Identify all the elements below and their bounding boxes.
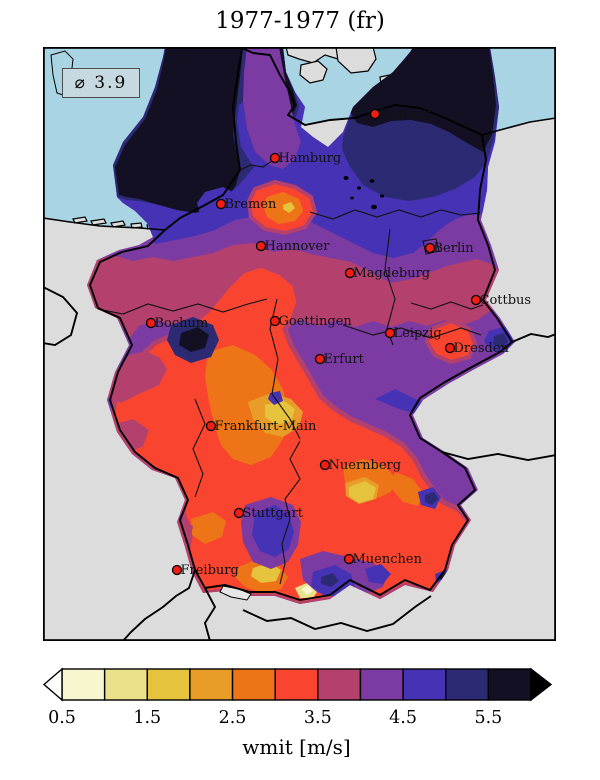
coastlines [43,117,556,231]
germany-border [88,47,514,601]
city-dot [205,420,217,432]
city-label: Freiburg [181,563,239,578]
colorbar-segment [402,668,447,701]
colorbar-tick: 4.5 [389,708,417,728]
city-markers: Rostock Hamburg Bremen Hannover BerlinMagdeb… [145,107,532,578]
colorbar-segment [487,668,532,701]
city-dot [424,242,436,254]
city-dot [145,317,157,329]
colorbar-tick: 0.5 [48,708,76,728]
city-dot [215,198,227,210]
mean-value: 3.9 [94,73,128,93]
colorbar-segments [61,668,532,701]
city-label: Frankfurt-Main [215,419,317,434]
colorbar-tick-labels: 0.5 1.5 2.5 3.5 4.5 5.5 [48,708,502,728]
colorbar-axis-label: wmit [m/s] [242,735,350,759]
city-label: Berlin [434,241,475,256]
city-label: Dresden [454,341,510,356]
colorbar-tick: 5.5 [474,708,502,728]
city-label: Hamburg [279,151,342,166]
city-dot [343,553,355,565]
city-dot [384,327,396,339]
germany-wind-map: Rostock Hamburg Bremen Hannover BerlinMagdeb… [43,47,556,641]
city-dot [233,507,245,519]
city-dot [470,294,482,306]
colorbar-tick: 3.5 [304,708,332,728]
colorbar: 0.5 1.5 2.5 3.5 4.5 5.5 wmit [m/s] [0,655,600,780]
city-label: Hannover [265,239,331,254]
city-label: Nuernberg [329,458,402,473]
colorbar-segment [189,668,234,701]
city-label: Muenchen [353,552,423,567]
city-label: Cottbus [480,293,532,308]
colorbar-segment [103,668,148,701]
city-dot [369,108,381,120]
city-dot [171,564,183,576]
city-label: Magdeburg [354,266,431,281]
colorbar-segment [359,668,404,701]
colorbar-segment [61,668,106,701]
colorbar-tick: 2.5 [219,708,247,728]
map-frame [43,47,556,641]
city-dot [269,315,281,327]
colorbar-segment [317,668,362,701]
country-borders [43,47,556,641]
city-dot [344,267,356,279]
mean-symbol-icon: ⌀ [74,73,87,93]
city-dot [444,342,456,354]
city-dot [319,459,331,471]
colorbar-under-arrow [42,667,63,702]
lakes [343,176,384,210]
colorbar-segment [146,668,191,701]
city-label: Erfurt [324,352,365,367]
city-label: Leipzig [394,326,442,341]
mean-value-badge: ⌀ 3.9 [62,68,140,98]
city-label: Bremen [225,197,277,212]
city-label: Stuttgart [243,506,304,521]
map-area: ⌀ 3.9 [43,47,556,641]
figure-title: 1977-1977 (fr) [215,8,385,34]
city-dot [314,353,326,365]
city-dot [255,240,267,252]
city-label: Bochum [155,316,209,331]
colorbar-tick: 1.5 [133,708,161,728]
colorbar-segment [274,668,319,701]
colorbar-segment [231,668,276,701]
colorbar-over-arrow [530,667,553,702]
city-label: Goettingen [279,314,353,329]
city-dot [269,152,281,164]
colorbar-segment [445,668,490,701]
city-label: Rostock [379,107,432,122]
